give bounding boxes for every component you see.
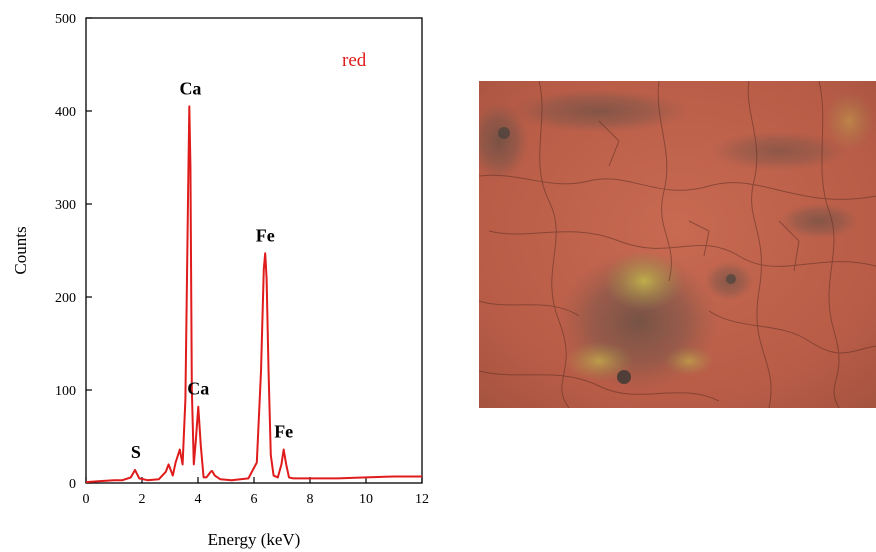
y-tick-label: 0 — [69, 477, 76, 492]
y-tick-label: 300 — [55, 198, 76, 213]
peak-label: Fe — [274, 422, 293, 442]
x-tick-label: 8 — [307, 492, 314, 507]
peak-label: Fe — [256, 225, 275, 245]
plot-area: 0 2 4 6 8 10 12 0 100 200 300 400 500 S Ca Ca Fe Fe — [55, 12, 429, 507]
y-tick-label: 100 — [55, 384, 76, 399]
y-tick-label: 400 — [55, 105, 76, 120]
peak-annotations: S Ca Ca Fe Fe — [131, 78, 293, 462]
spectrum-line — [85, 105, 422, 484]
eds-spectrum-chart: 0 2 4 6 8 10 12 0 100 200 300 400 500 S Ca Ca Fe Fe Ene… — [11, 12, 429, 549]
micrograph-image — [479, 81, 876, 408]
x-axis-ticks: 0 2 4 6 8 10 12 — [83, 477, 429, 507]
peak-label: Ca — [179, 78, 201, 98]
x-tick-label: 4 — [195, 492, 202, 507]
x-axis-title: Energy (keV) — [208, 530, 301, 549]
legend-series-name: red — [342, 50, 367, 71]
peak-label: Ca — [187, 379, 209, 399]
x-tick-label: 6 — [251, 492, 258, 507]
y-tick-label: 500 — [55, 12, 76, 27]
x-tick-label: 0 — [83, 492, 90, 507]
x-tick-label: 2 — [139, 492, 146, 507]
x-tick-label: 10 — [359, 492, 373, 507]
micrograph-photo — [479, 81, 876, 408]
y-axis-title: Counts — [11, 226, 30, 274]
x-tick-label: 12 — [415, 492, 429, 507]
y-tick-label: 200 — [55, 291, 76, 306]
peak-label: S — [131, 442, 141, 462]
y-axis-ticks: 0 100 200 300 400 500 — [55, 12, 92, 492]
plot-frame — [85, 17, 423, 484]
